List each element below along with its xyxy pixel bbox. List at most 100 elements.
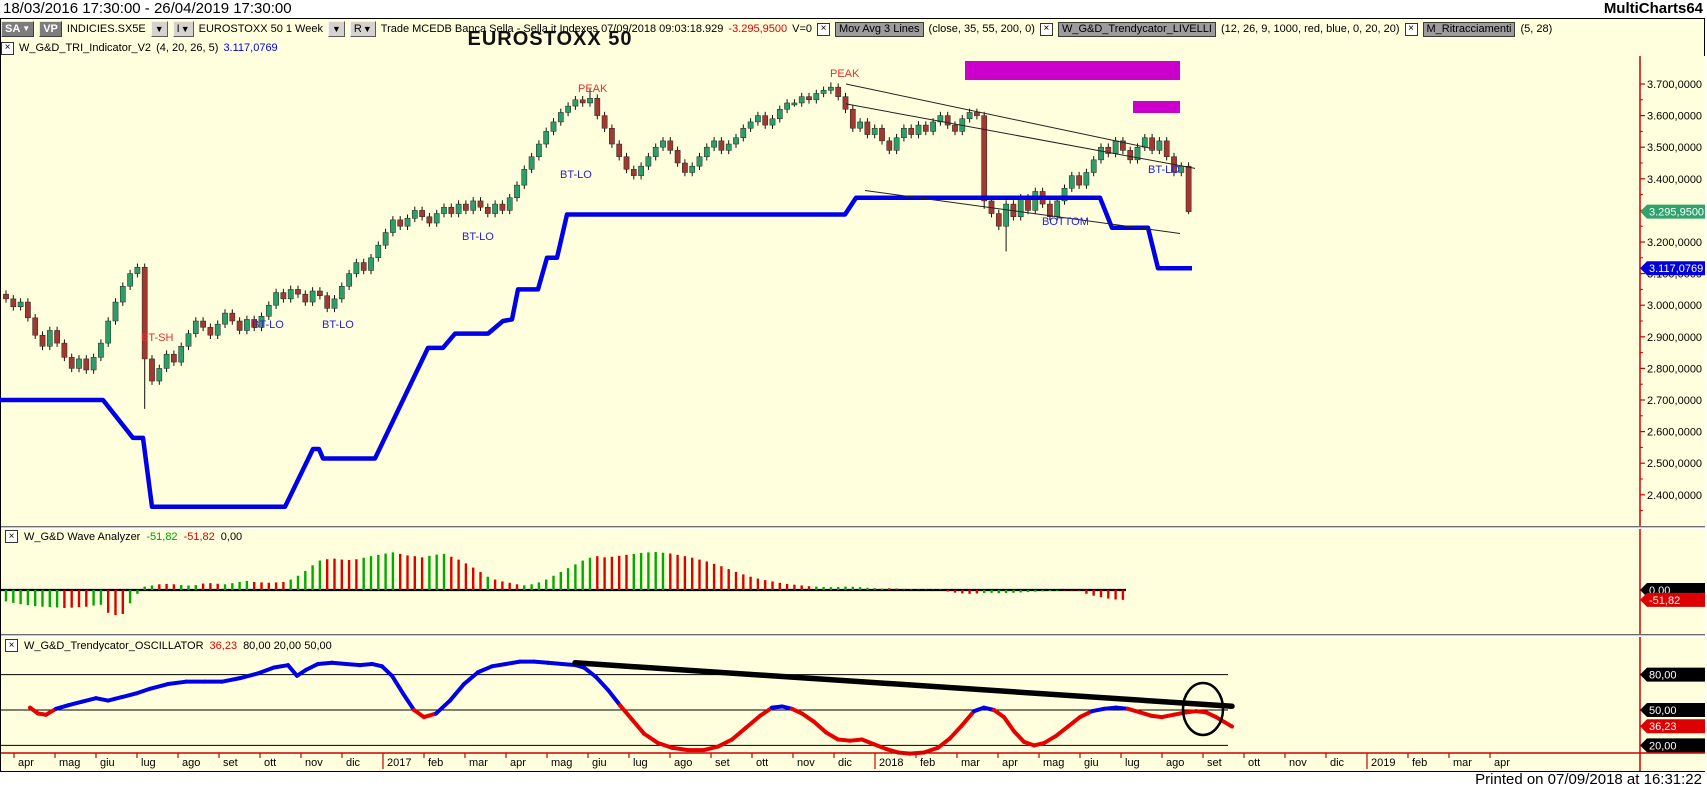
candle-up	[46, 330, 53, 347]
oscillator-title-label[interactable]: W_G&D_Trendycator_OSCILLATOR	[24, 639, 204, 652]
candle-down	[944, 115, 951, 126]
oscillator-line-segment	[304, 661, 320, 672]
candle-up	[76, 358, 82, 369]
candle-down	[477, 200, 484, 208]
chart-canvas[interactable]: PEAK PEAK BT-SH BT-LO BT-LO BT-LO BT-LO BT-LO BO…	[0, 56, 1707, 772]
oscillator-line-segment	[670, 745, 690, 753]
price-trendline	[845, 83, 1151, 149]
oscillator-line-segment	[380, 664, 394, 678]
candle-up	[470, 200, 477, 211]
indicator-chip[interactable]: W_G&D_Trendycator_LIVELLI	[1057, 21, 1216, 37]
candle-up	[645, 156, 652, 167]
oscillator-line-segment	[758, 705, 774, 718]
candle-down	[397, 219, 404, 227]
candle-down	[886, 140, 893, 151]
candle-up	[1090, 159, 1097, 173]
oscillator-line-segment	[1222, 719, 1234, 729]
chart-text: BT-SH	[141, 332, 173, 344]
resistance-zone-box	[1133, 101, 1180, 113]
chart-text: ago	[1166, 757, 1184, 769]
oscillator-line-segment	[960, 709, 976, 728]
oscillator-line-segment	[860, 737, 876, 747]
highlight-circle	[1181, 681, 1225, 737]
candle-up	[127, 273, 133, 287]
wave-title-label[interactable]: W_G&D Wave Analyzer	[24, 530, 141, 543]
candle-down	[229, 312, 236, 322]
interval-button[interactable]: I ▼	[172, 21, 194, 37]
wave-checkbox[interactable]: ×	[5, 530, 18, 543]
chart-text: apr	[1494, 757, 1510, 769]
indicator-chip[interactable]: Mov Avg 3 Lines	[835, 21, 924, 37]
oscillator-line-segment	[476, 664, 494, 675]
candle-down	[762, 115, 769, 126]
chart-text: 2018	[879, 757, 903, 769]
chart-text: 2017	[387, 757, 411, 769]
chart-text: ago	[674, 757, 692, 769]
chart-text: 2.400,0000	[1647, 490, 1702, 502]
resistance-zone-box	[965, 61, 1180, 80]
volume-label: V=0	[792, 23, 813, 35]
oscillator-line-segment	[1126, 706, 1142, 715]
oscillator-line-segment	[412, 708, 426, 720]
value-tag	[1640, 204, 1705, 219]
wave-value-green: -51,82	[146, 530, 178, 543]
indicator-name[interactable]: W_G&D_TRI_Indicator_V2	[19, 42, 152, 54]
candle-up	[769, 118, 776, 126]
candle-up	[740, 127, 747, 138]
oscillator-line-segment	[448, 682, 466, 703]
candle-up	[134, 267, 141, 274]
chart-text: 2019	[1371, 757, 1395, 769]
candle-up	[703, 146, 710, 157]
candle-down	[360, 262, 367, 271]
candle-up	[1134, 146, 1141, 161]
candle-up	[506, 197, 513, 211]
candle-down	[324, 295, 331, 309]
candle-up	[528, 156, 535, 170]
oscillator-line-segment	[66, 699, 84, 708]
candle-up	[90, 357, 97, 371]
chart-text: giu	[100, 757, 115, 769]
oscillator-checkbox[interactable]: ×	[5, 639, 18, 652]
candle-up	[338, 285, 345, 300]
chevron-down-icon: ▼	[180, 24, 190, 34]
indicator-toggle-checkbox[interactable]: ×	[1404, 22, 1418, 36]
resolution-button[interactable]: R ▼	[349, 21, 376, 37]
value-tag	[1640, 261, 1705, 276]
vp-button[interactable]: VP	[39, 21, 62, 37]
oscillator-line-segment	[344, 661, 362, 668]
oscillator-line-segment	[401, 691, 416, 712]
timeframe-dropdown-button[interactable]: ▼	[327, 21, 345, 37]
chart-text: set	[1207, 757, 1222, 769]
oscillator-line-segment	[948, 723, 964, 741]
price-trendline	[845, 103, 1196, 169]
candle-down	[579, 99, 586, 104]
candle-up	[287, 289, 294, 300]
candle-down	[667, 140, 674, 151]
candle-down	[908, 127, 915, 135]
chart-text: mag	[59, 757, 80, 769]
chart-background	[1, 56, 1705, 771]
wave-panel-title: × W_G&D Wave Analyzer -51,82 -51,82 0,00	[5, 530, 242, 543]
chart-text: giu	[1084, 757, 1099, 769]
candle-down	[499, 203, 506, 211]
oscillator-line-segment	[936, 736, 952, 750]
indicator-toggle-checkbox[interactable]: ×	[817, 22, 831, 36]
candle-down	[1185, 165, 1192, 212]
oscillator-line-segment	[824, 730, 840, 742]
symbol-dropdown-button[interactable]: ▼	[150, 21, 168, 37]
candle-up	[901, 127, 907, 138]
oscillator-line-segment	[504, 659, 522, 666]
oscillator-line-segment	[358, 661, 374, 668]
chart-text: dic	[1330, 757, 1345, 769]
indicator-checkbox[interactable]: ×	[1, 41, 14, 55]
indicator-toggle-checkbox[interactable]: ×	[1039, 22, 1053, 36]
sa-button[interactable]: SA ▼	[1, 21, 35, 37]
printed-timestamp: Printed on 07/09/2018 at 16:31:22	[1475, 771, 1702, 788]
chart-text: set	[223, 757, 238, 769]
chart-text: 36,23	[1649, 721, 1677, 733]
indicator-chip[interactable]: M_Ritracciamenti	[1422, 21, 1516, 37]
chart-text: apr	[1002, 757, 1018, 769]
oscillator-line-segment	[80, 696, 98, 704]
candle-down	[682, 162, 688, 173]
candle-up	[492, 203, 498, 214]
